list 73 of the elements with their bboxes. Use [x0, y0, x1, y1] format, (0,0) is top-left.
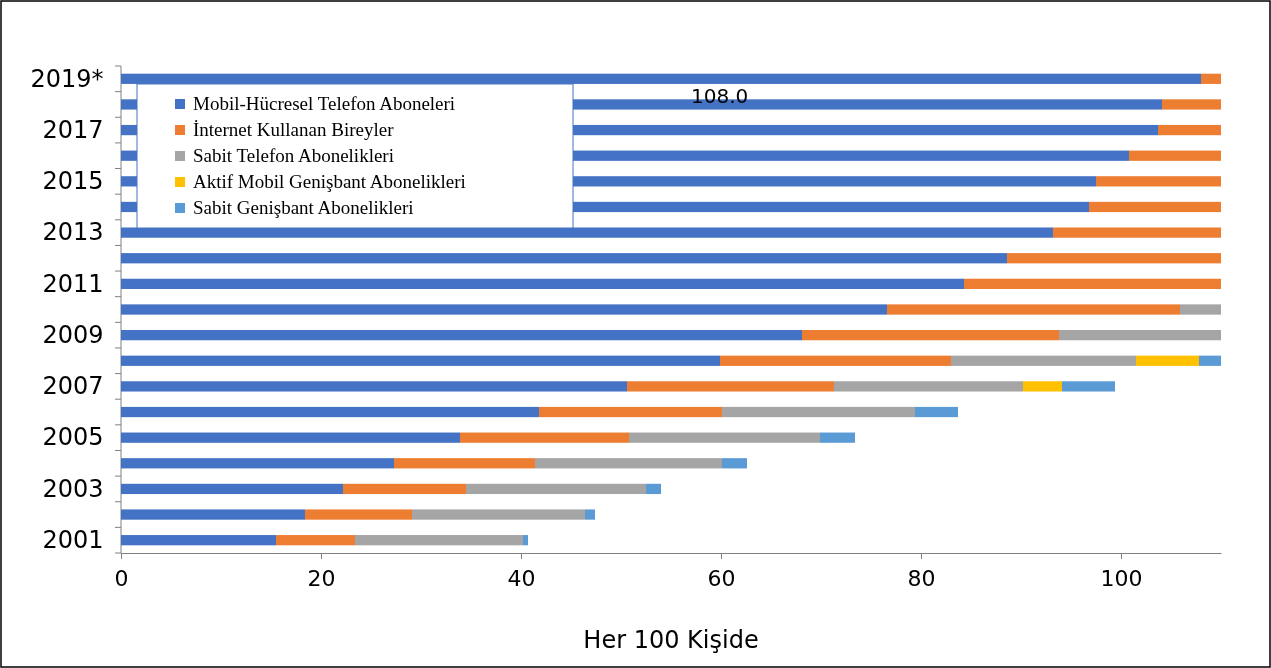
- legend-label: İnternet Kullanan Bireyler: [193, 119, 395, 140]
- bar: [466, 483, 646, 495]
- bar: [585, 509, 595, 520]
- bar: [121, 381, 627, 392]
- x-tick-label: 80: [907, 566, 936, 592]
- bar: [802, 330, 1059, 341]
- bar: [121, 509, 305, 520]
- y-tick-label: 2017: [42, 115, 104, 144]
- bar: [121, 330, 802, 341]
- bar: [1199, 355, 1221, 366]
- bar: [121, 278, 964, 289]
- y-tick-label: 2019*: [30, 64, 104, 93]
- bar: [121, 535, 276, 546]
- bar: [1059, 330, 1221, 341]
- bar: [305, 509, 412, 520]
- y-tick-label: 2005: [42, 423, 104, 452]
- bar: [1180, 304, 1221, 315]
- bar: [1007, 253, 1221, 264]
- x-tick-label: 60: [707, 566, 736, 592]
- y-tick-label: 2007: [42, 372, 104, 401]
- bar: [627, 381, 834, 392]
- bar: [460, 432, 629, 443]
- bar: [646, 483, 661, 495]
- bar: [722, 406, 915, 418]
- bar: [1096, 176, 1221, 187]
- y-tick-label: 2011: [42, 269, 104, 298]
- legend-label: Sabit Genişbant Abonelikleri: [193, 197, 414, 218]
- bar: [1023, 381, 1062, 392]
- bar: [412, 509, 585, 520]
- bar: [523, 535, 528, 546]
- y-tick-label: 2003: [42, 474, 104, 503]
- legend-label: Sabit Telefon Abonelikleri: [193, 145, 394, 166]
- bar: [394, 458, 535, 469]
- x-tick-label: 0: [114, 566, 129, 592]
- bar: [539, 406, 722, 418]
- bar: [915, 406, 958, 418]
- bar: [1136, 355, 1199, 366]
- bar: [820, 432, 855, 443]
- bar: [1053, 227, 1221, 238]
- bar: [1158, 124, 1221, 136]
- bar: [121, 304, 887, 315]
- bar: [1129, 150, 1221, 161]
- legend-label: Mobil-Hücresel Telefon Aboneleri: [193, 93, 456, 114]
- bar: [887, 304, 1180, 315]
- legend-label: Aktif Mobil Genişbant Abonelikleri: [193, 171, 466, 192]
- bar: [276, 535, 355, 546]
- bar: [1162, 99, 1221, 110]
- bar: [1062, 381, 1115, 392]
- bar: [355, 535, 523, 546]
- y-tick-label: 2009: [42, 320, 104, 349]
- bar: [1089, 201, 1221, 213]
- bar: [121, 253, 1007, 264]
- x-tick-label: 40: [507, 566, 536, 592]
- x-axis-title: Her 100 Kişide: [583, 626, 759, 654]
- bar: [722, 458, 747, 469]
- bar: [964, 278, 1221, 289]
- bar: [121, 432, 460, 443]
- x-tick-label: 20: [307, 566, 336, 592]
- bar: [535, 458, 722, 469]
- bar: [121, 355, 720, 366]
- bar: [951, 355, 1136, 366]
- bar: [121, 458, 394, 469]
- bar: [1201, 73, 1221, 84]
- bar: [834, 381, 1023, 392]
- bar: [343, 483, 466, 495]
- bar: [629, 432, 820, 443]
- y-tick-label: 2001: [42, 525, 104, 554]
- bar: [121, 406, 539, 418]
- x-tick-label: 100: [1100, 566, 1143, 592]
- bar: [121, 483, 343, 495]
- bar: [720, 355, 951, 366]
- y-tick-label: 2015: [42, 167, 104, 196]
- y-tick-label: 2013: [42, 218, 104, 247]
